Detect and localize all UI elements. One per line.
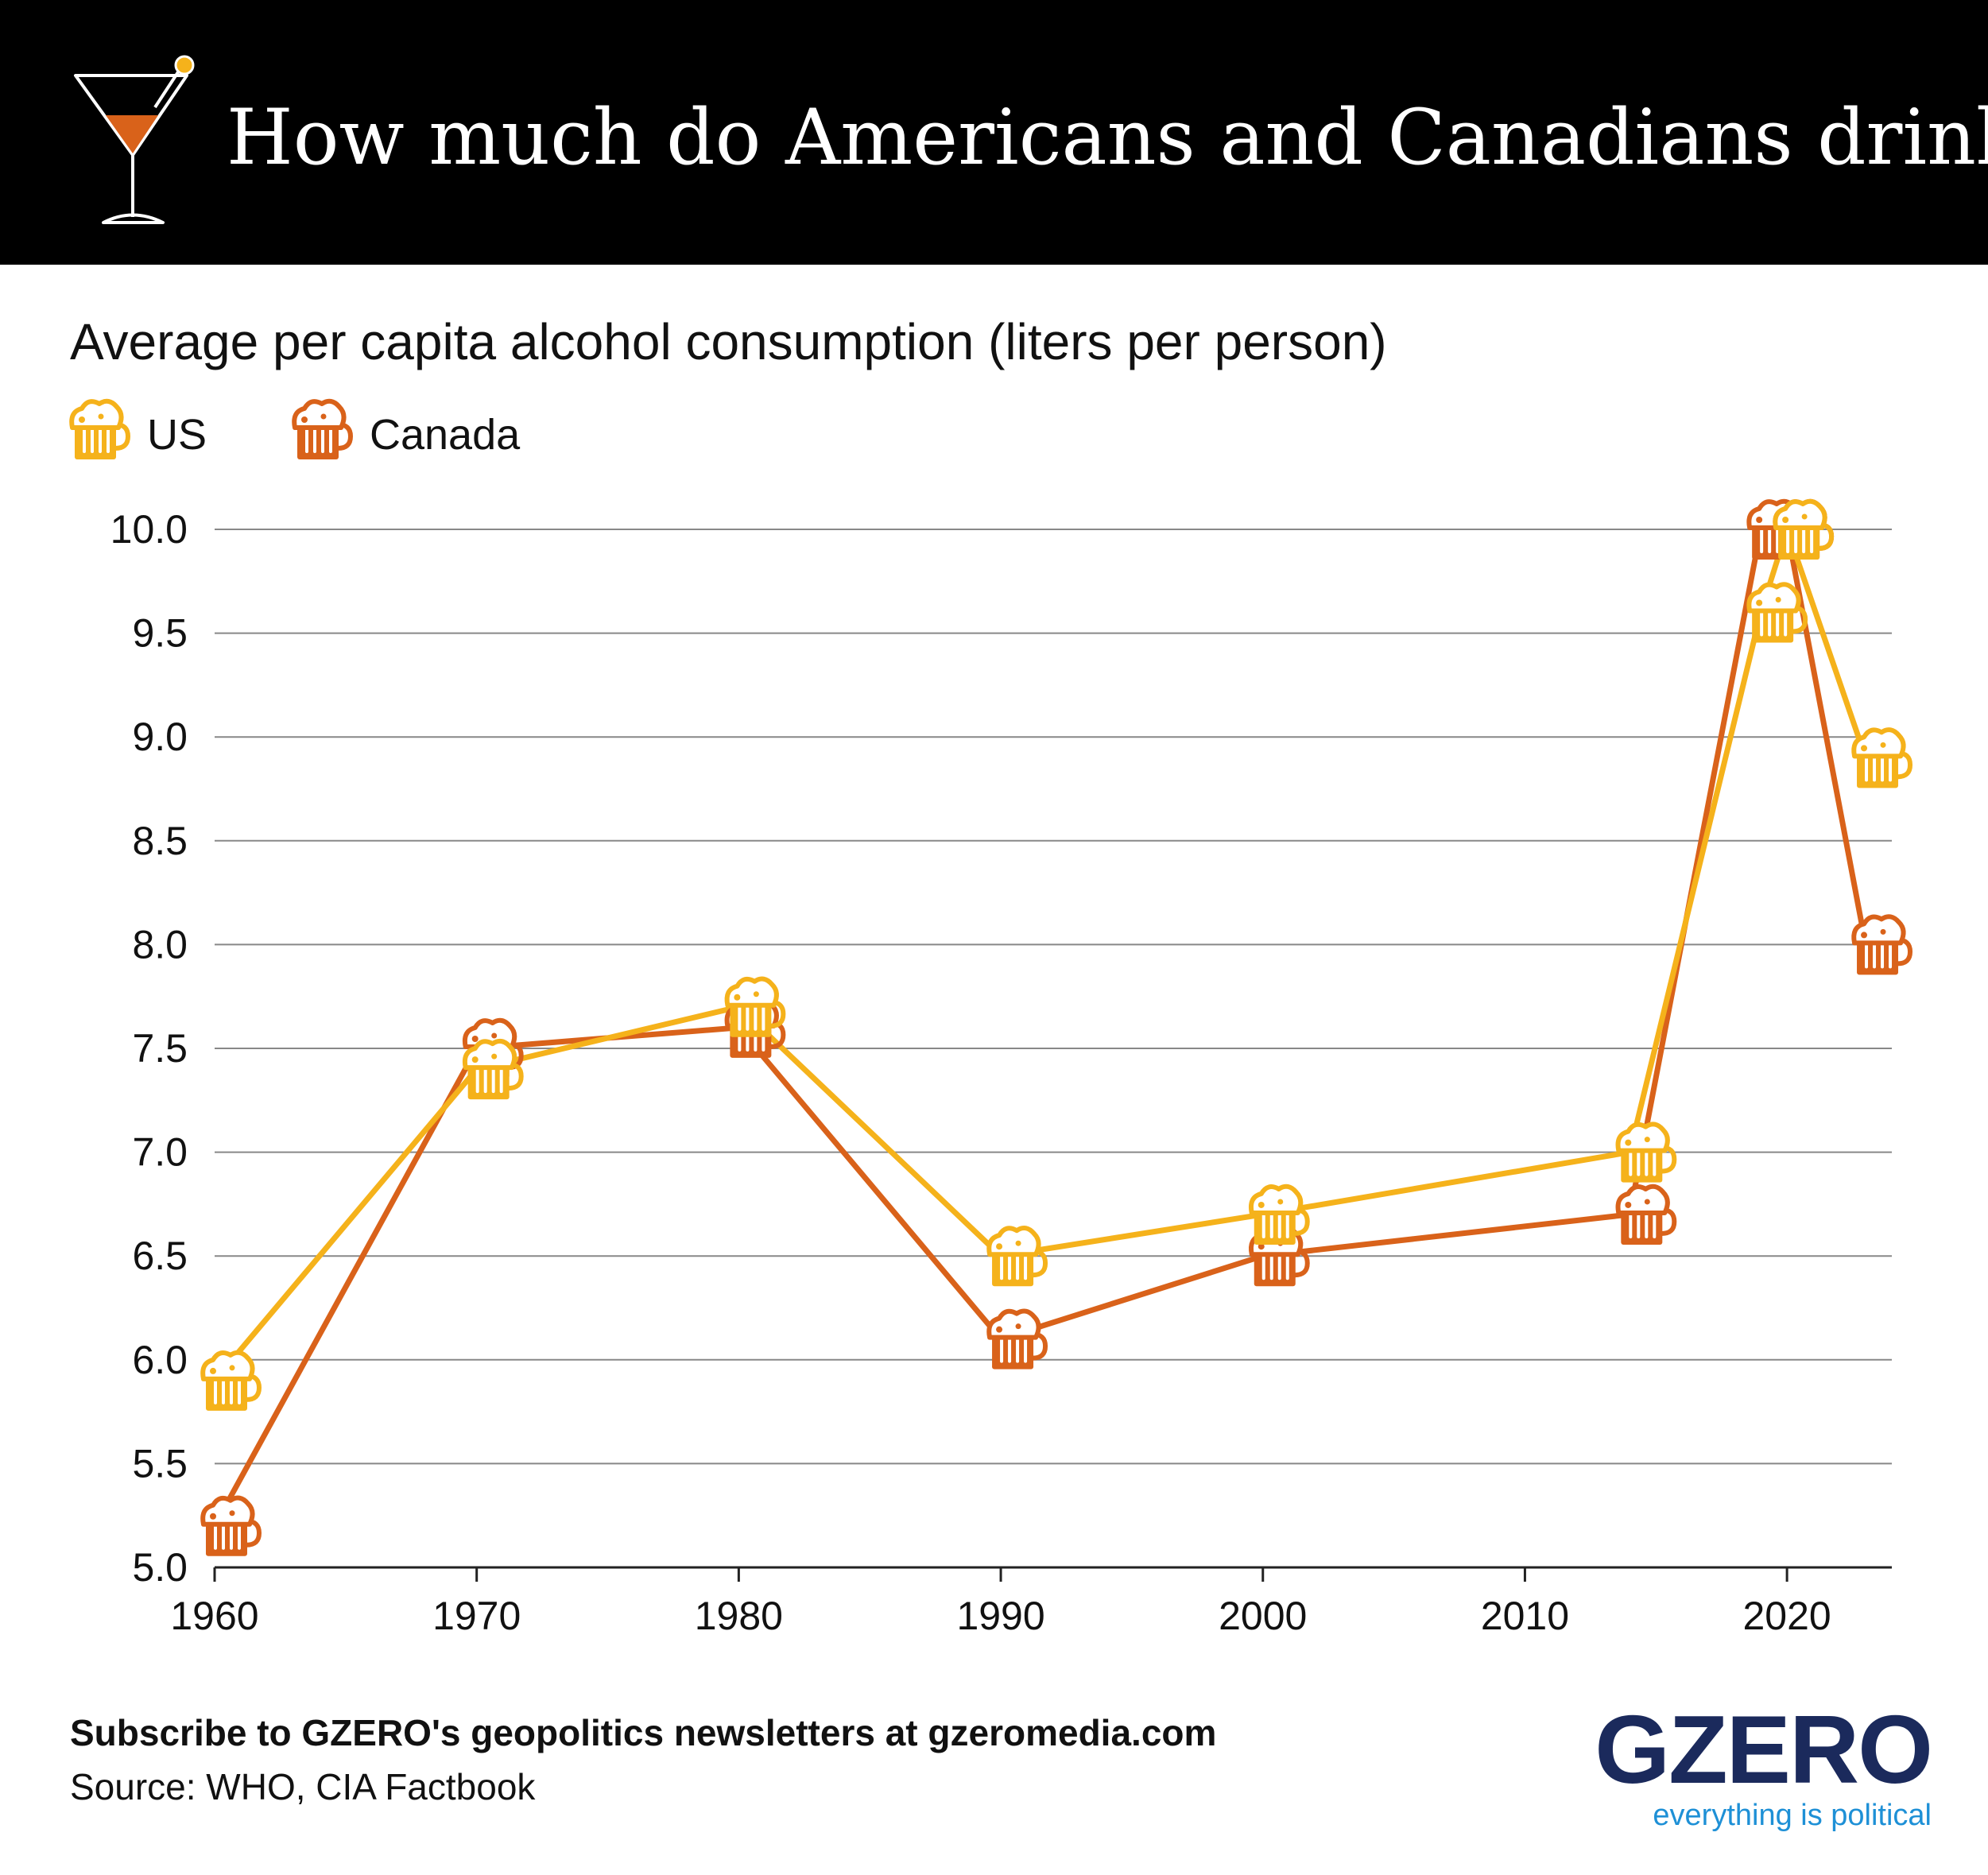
data-point-us <box>1249 1183 1310 1245</box>
series-lines <box>211 526 1869 1528</box>
data-point-us <box>986 1226 1048 1287</box>
y-tick-label: 8.0 <box>132 922 188 967</box>
data-point-us <box>1851 727 1913 788</box>
header-banner: How much do Americans and Canadians drin… <box>0 0 1988 265</box>
y-tick-label: 8.5 <box>132 819 188 863</box>
y-tick-label: 5.5 <box>132 1441 188 1486</box>
x-tick-label: 1960 <box>170 1594 258 1638</box>
source-note: Source: WHO, CIA Factbook <box>70 1766 536 1807</box>
brand-name: GZERO <box>1595 1695 1933 1803</box>
legend-label-canada: Canada <box>370 411 521 459</box>
subscribe-note: Subscribe to GZERO's geopolitics newslet… <box>70 1712 1217 1753</box>
data-point-us <box>724 976 786 1037</box>
data-point-us <box>1615 1122 1677 1183</box>
data-point-canada <box>1615 1183 1677 1245</box>
data-point-canada <box>200 1495 262 1556</box>
martini-glass-icon <box>74 55 195 224</box>
data-point-canada <box>986 1308 1048 1369</box>
gzero-logo: GZERO everything is political <box>1595 1701 1933 1844</box>
chart-subtitle: Average per capita alcohol consumption (… <box>70 313 1387 370</box>
x-tick-label: 1970 <box>432 1594 521 1638</box>
x-tick-label: 1980 <box>695 1594 783 1638</box>
legend-label-us: US <box>147 411 207 459</box>
line-chart: 5.0 5.5 6.0 6.5 7.0 7.5 8.0 8.5 9.0 9.5 10.0 1960 19… <box>110 498 1913 1638</box>
y-tick-label: 7.0 <box>132 1130 188 1175</box>
y-tick-label: 6.0 <box>132 1338 188 1382</box>
beer-mug-icon <box>292 398 354 459</box>
axes: 5.0 5.5 6.0 6.5 7.0 7.5 8.0 8.5 9.0 9.5 10.0 1960 19… <box>110 507 1892 1638</box>
beer-mug-icon <box>69 398 131 459</box>
data-point-us <box>200 1350 262 1411</box>
y-tick-label: 7.5 <box>132 1026 188 1071</box>
series-line-canada <box>211 526 1869 1528</box>
y-tick-label: 10.0 <box>110 507 188 552</box>
data-point-canada <box>1851 914 1913 975</box>
x-tick-label: 1990 <box>956 1594 1044 1638</box>
x-tick-label: 2010 <box>1481 1594 1569 1638</box>
chart-title: How much do Americans and Canadians drin… <box>227 93 1988 182</box>
data-point-us <box>1773 498 1835 560</box>
y-tick-label: 5.0 <box>132 1545 188 1590</box>
brand-tagline: everything is political <box>1653 1799 1932 1832</box>
y-tick-label: 9.0 <box>132 715 188 759</box>
y-tick-label: 9.5 <box>132 611 188 656</box>
data-point-us <box>462 1038 524 1100</box>
x-tick-label: 2020 <box>1743 1594 1831 1638</box>
y-tick-label: 6.5 <box>132 1234 188 1278</box>
series-markers <box>200 498 1913 1556</box>
x-tick-label: 2000 <box>1219 1594 1307 1638</box>
data-point-us <box>1746 582 1808 643</box>
